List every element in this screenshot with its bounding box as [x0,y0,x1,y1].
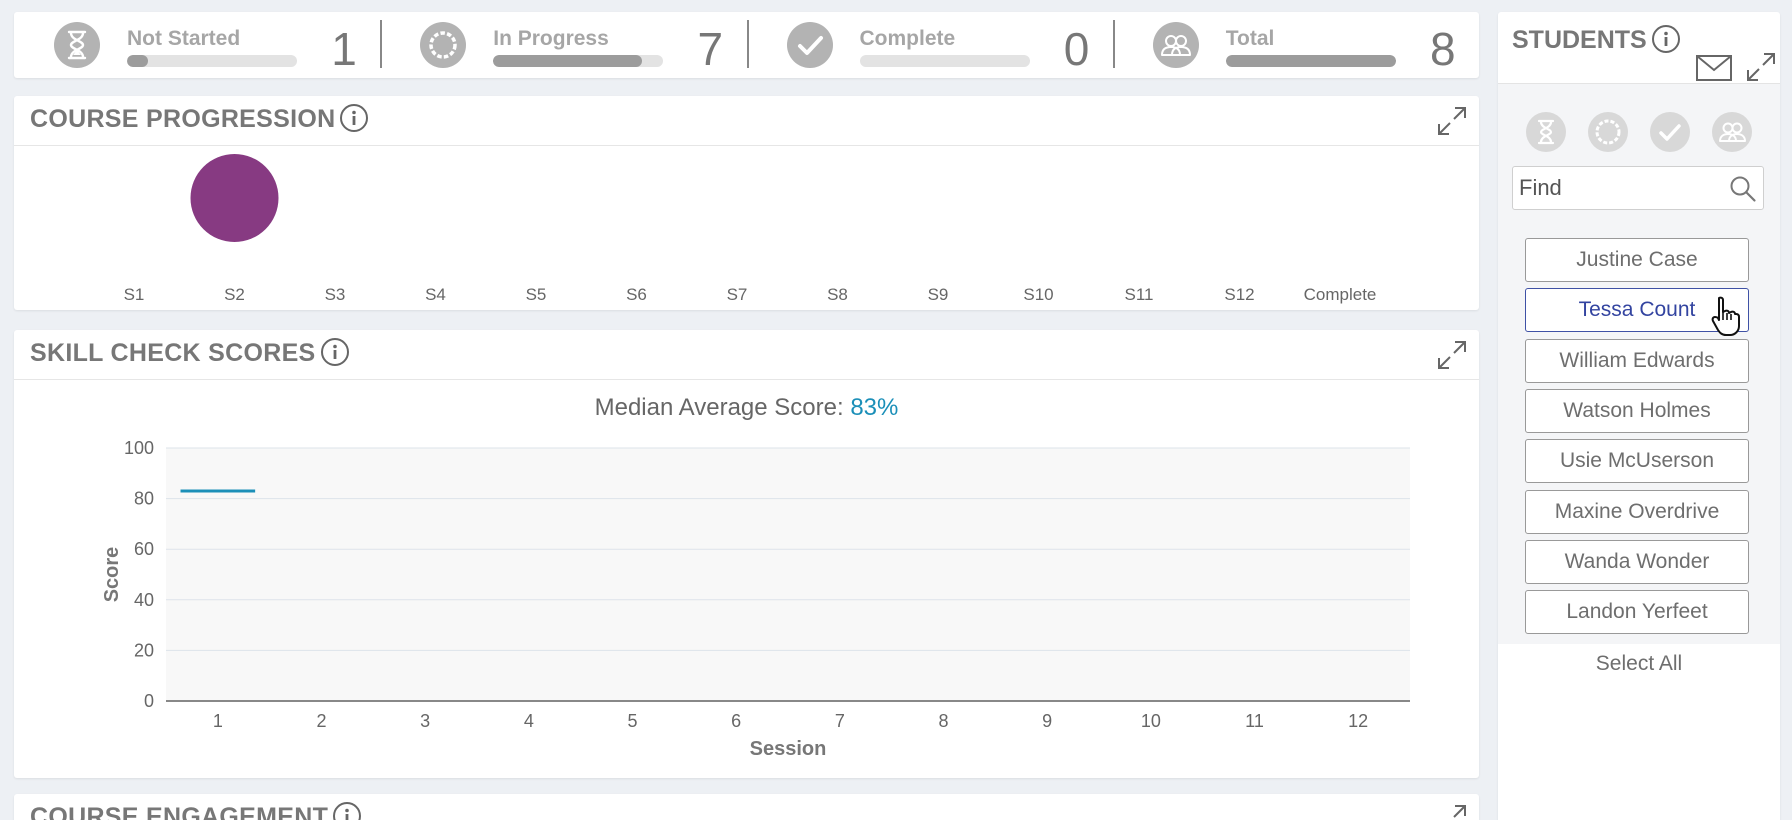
course-progression-panel: COURSE PROGRESSION S1 S2 S3 S4 S5 S6 S7 S8 S9 S10… [14,96,1479,310]
y-tick-label: 60 [134,539,154,559]
x-tick-label: 10 [1141,711,1161,731]
student-button[interactable]: Maxine Overdrive [1525,489,1749,534]
y-tick-label: 40 [134,590,154,610]
search-icon[interactable] [1728,174,1758,204]
y-tick-label: 20 [134,640,154,660]
x-tick-label: 12 [1348,711,1368,731]
progression-bubble[interactable] [190,154,279,242]
progression-bubble-chart: S1 S2 S3 S4 S5 S6 S7 S8 S9 S10 S11 S12 Complete [124,154,1377,304]
stat-in-progress[interactable]: In Progress 7 [380,12,746,78]
progress-ring-icon [420,22,467,68]
stat-count: 0 [1063,23,1090,75]
stat-progress-bar [859,55,1030,67]
plot-area [166,448,1410,701]
category-label: S7 [727,285,748,304]
student-button[interactable]: William Edwards [1525,338,1749,383]
panel-title: SKILL CHECK SCORES [30,337,350,368]
info-icon[interactable] [332,801,362,820]
students-header: STUDENTS [1498,12,1780,84]
stat-count: 1 [331,23,357,75]
panel-title: COURSE PROGRESSION [30,103,369,134]
x-tick-label: 4 [524,711,534,731]
panel-title: COURSE ENGAGEMENT [30,801,362,820]
x-tick-label: 7 [835,711,845,731]
category-label: S2 [224,285,245,304]
x-tick-label: 6 [731,711,741,731]
filter-complete-button[interactable] [1650,112,1690,152]
stat-total[interactable]: Total 8 [1112,12,1479,78]
student-button[interactable]: Usie McUserson [1525,439,1749,484]
student-button[interactable]: Wanda Wonder [1525,539,1749,584]
panel-header: COURSE PROGRESSION [14,96,1479,146]
stat-progress-bar [127,55,297,67]
skill-check-scores-panel: SKILL CHECK SCORES Median Average Score:… [14,330,1479,778]
info-icon[interactable] [339,103,369,133]
x-tick-label: 8 [938,711,948,731]
select-all-button[interactable]: Select All [1595,652,1683,675]
expand-icon[interactable] [1744,50,1778,84]
expand-icon[interactable] [1435,338,1469,372]
filter-in-progress-button[interactable] [1588,112,1628,152]
student-button[interactable]: Watson Holmes [1525,388,1749,433]
status-summary-bar: Not Started 1 In Progress 7 Complete 0 T… [14,12,1479,78]
category-label: S4 [425,285,446,304]
category-label: S12 [1224,285,1254,304]
x-tick-label: 2 [316,711,326,731]
hourglass-icon [54,22,100,68]
x-tick-label: 9 [1042,711,1052,731]
stat-count: 7 [697,23,724,75]
students-panel: STUDENTS Justine Case Tessa Count William … [1498,12,1780,820]
x-tick-label: 3 [420,711,430,731]
category-label: S9 [928,285,949,304]
x-tick-label: 1 [213,711,223,731]
students-title: STUDENTS [1512,24,1681,55]
stat-label: Total [1225,27,1275,50]
y-tick-label: 80 [134,489,154,509]
y-axis-label: Score [101,547,123,603]
category-label: S8 [827,285,848,304]
student-button[interactable]: Landon Yerfeet [1525,590,1749,635]
stat-label: Not Started [127,27,241,50]
stat-progress-bar [1225,55,1396,67]
panel-header: COURSE ENGAGEMENT [14,794,1479,820]
student-search-input[interactable] [1512,166,1764,210]
category-label: Complete [1304,285,1377,304]
x-tick-label: 11 [1245,711,1264,731]
category-label: S1 [124,285,145,304]
filter-total-button[interactable] [1712,112,1752,152]
category-label: S5 [526,285,547,304]
median-label: Median Average Score: [594,394,844,421]
stat-label: Complete [859,27,956,50]
info-icon[interactable] [320,337,350,367]
stat-count: 8 [1429,23,1456,75]
x-axis-label: Session [750,738,827,760]
category-label: S6 [626,285,647,304]
filter-not-started-button[interactable] [1526,112,1566,152]
stat-complete[interactable]: Complete 0 [746,12,1113,78]
median-average-score: Median Average Score: 83% [14,394,1479,422]
expand-icon[interactable] [1435,104,1469,138]
category-label: S3 [325,285,346,304]
median-value: 83% [850,394,899,421]
course-engagement-panel: COURSE ENGAGEMENT [14,794,1479,820]
student-button[interactable]: Justine Case [1525,238,1749,282]
y-tick-label: 0 [144,691,154,711]
student-button[interactable]: Tessa Count [1525,288,1749,333]
category-label: S11 [1125,285,1154,304]
group-icon [1152,22,1199,68]
info-icon[interactable] [1651,24,1681,54]
y-tick-label: 100 [124,438,154,458]
stat-label: In Progress [493,27,609,50]
stat-progress-bar [493,55,664,67]
email-icon[interactable] [1694,52,1734,84]
stat-not-started[interactable]: Not Started 1 [14,12,380,78]
expand-icon[interactable] [1435,802,1469,820]
x-tick-label: 5 [627,711,637,731]
category-label: S10 [1023,285,1053,304]
panel-header: SKILL CHECK SCORES [14,330,1479,380]
check-icon [786,22,833,68]
